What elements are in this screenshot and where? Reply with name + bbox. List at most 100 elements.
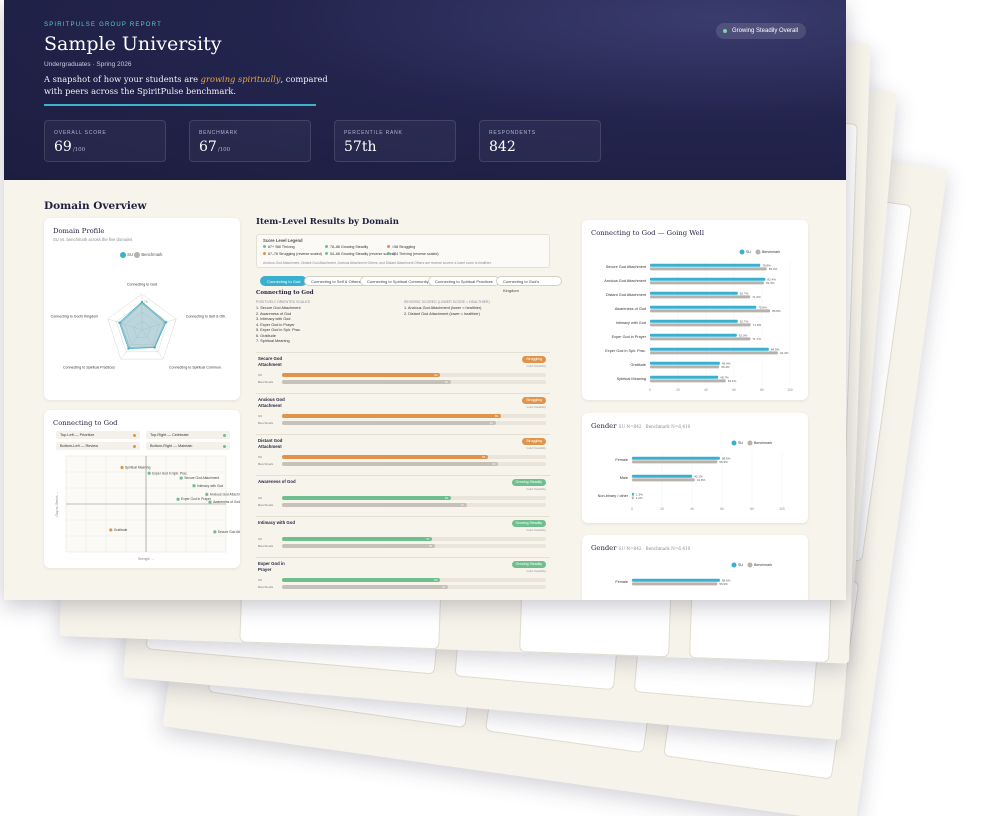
item-status-tag: Struggling [522,438,546,445]
bench-bar [632,582,718,586]
su-bar [650,347,769,351]
item-status-tag: Struggling [522,356,546,363]
x-tick-label: 20 [676,388,680,392]
positive-scales-heading: Positively Oriented Scales [256,300,310,304]
bench-bar [650,323,751,327]
score-legend-dot [325,252,328,255]
su-bar-value: 58.6% [722,456,731,460]
su-bar-label: SU [258,454,263,459]
positive-scale-item: 6. Gratitude [256,333,276,338]
bench-bar [632,460,718,464]
su-legend-label: SU [738,441,743,445]
su-bar-value: 49.9% [722,361,731,365]
bench-bar-value: 1.2% [636,496,643,500]
item-level-title: Item-Level Results by Domain [256,217,399,227]
quadrant-point-label: Gratitude [114,528,128,532]
x-tick-label: 80 [750,507,754,511]
radar-grid-ring [116,302,168,353]
radar-axis-line [120,329,143,360]
bench-bar-value: 58 [428,544,433,548]
report-title: Sample University [44,33,222,55]
item-row: Exper God in Prayer Growing Steadily Gold … [256,557,550,595]
category-label: Gratitude [630,363,646,367]
bench-bar-value: 49.4% [721,365,730,369]
bench-bar [650,281,765,285]
quadrant-point-label: Secure God Attachment [218,530,240,534]
bench-bar [632,478,695,482]
item-row: Secure God Attachment Struggling Gold Nota… [256,352,550,390]
bench-bar: 70 [282,503,467,507]
reverse-scale-item: 2. Distant God Attachment (lower = healt… [404,311,480,316]
bench-bar [650,267,767,271]
su-bar-value: 40.1% [694,474,703,478]
report-tagline: A snapshot of how your students are grow… [44,74,328,96]
category-label: Intimacy with God [616,321,646,325]
bench-bar: 64 [282,380,451,384]
su-legend-label: SU [746,250,751,254]
quadrant-point [147,471,151,475]
su-bar: 60 [282,373,441,377]
domain-tab[interactable]: Connecting to God's Kingdom [496,276,562,293]
bench-bar-track: 58 [282,544,546,548]
item-name: Secure God Attachment [258,356,283,367]
bench-bar-value: 64 [444,380,448,384]
bench-bar-value: 71.7% [752,337,761,341]
domain-tab[interactable]: Connecting to Spiritual Community [360,276,436,286]
quadrant-legend-item: Top-Left — Prioritize [56,431,140,439]
category-label: Non-binary / other [598,494,629,498]
gender-title-2: Gender SU N=842 · Benchmark N=6,410 [591,544,691,552]
su-bar-track: 57 [282,537,546,541]
score-legend-dot [325,245,328,248]
item-name: Awareness of God [258,479,296,484]
item-name: Anxious God Attachment [258,397,285,408]
item-level-section: Item-Level Results by Domain Score Level… [252,212,562,600]
item-status-tag: Growing Steadily [511,561,546,568]
bench-bar-value: 81.5% [766,281,775,285]
score-legend-item: 54–66 Growing Steadily (reverse scaled) [325,252,395,256]
stat-suffix: /100 [72,147,86,153]
domain-profile-subtitle: SU vs. benchmark across the five domains [53,237,133,242]
item-tag-note: Gold Notability [526,364,546,368]
status-badge: Growing Steadily Overall [716,23,807,39]
su-bar [650,375,719,379]
domain-tab[interactable]: Connecting to Spiritual Practices [428,276,500,286]
bench-bar-value: 71.9% [753,323,762,327]
bench-bar [632,496,634,500]
bench-bar-value: 56.9% [719,582,728,586]
score-legend-dot [387,245,390,248]
category-label: Spiritual Meaning [617,377,646,381]
su-bar: 78 [282,455,488,459]
category-label: Female [615,580,628,584]
bench-bar: 81 [282,421,496,425]
radar-legend: SU Benchmark [120,252,163,258]
gender-chart-2: SU Benchmark Female 58.6%56.9% [615,562,772,586]
su-bar-value: 75.9% [758,305,767,309]
radar-su-area-point [164,321,168,324]
item-name: Distant God Attachment [258,438,283,449]
radar-su-area-point [140,300,144,304]
su-bar-value: 62.7% [740,291,749,295]
item-tag-note: Gold Notability [526,487,546,491]
quadrant-legend-dot [223,433,226,437]
bench-bar-value: 83.4% [769,267,778,271]
su-bar-value: 78 [481,455,485,459]
bench-legend-label: Benchmark [754,563,772,567]
x-tick-label: 100 [779,507,785,511]
stat-card: Overall Score 69/100 [44,120,166,162]
bench-legend-label: Benchmark [762,250,780,254]
quadrant-point-label: Intimacy with God [197,484,223,488]
quadrant-point-label: Secure God Attachment [184,476,219,480]
su-bar-value: 57 [426,537,430,541]
bench-bar-label: Benchmark [258,584,274,589]
bench-legend-swatch [747,562,753,568]
quadrant-point [213,530,217,534]
domain-profile-title: Domain Profile [53,227,105,235]
domain-tab[interactable]: Connecting to God [260,276,308,286]
bench-bar-value: 70 [460,503,464,507]
gender-chart: SU Benchmark 0 20 40 60 80 100 Female 58.6%56.9% M… [598,440,785,511]
domain-tab[interactable]: Connecting to Self & Others [304,276,368,286]
radar-bench-area [120,302,166,348]
score-legend-dot [263,252,266,255]
su-bar: 83 [282,414,502,418]
